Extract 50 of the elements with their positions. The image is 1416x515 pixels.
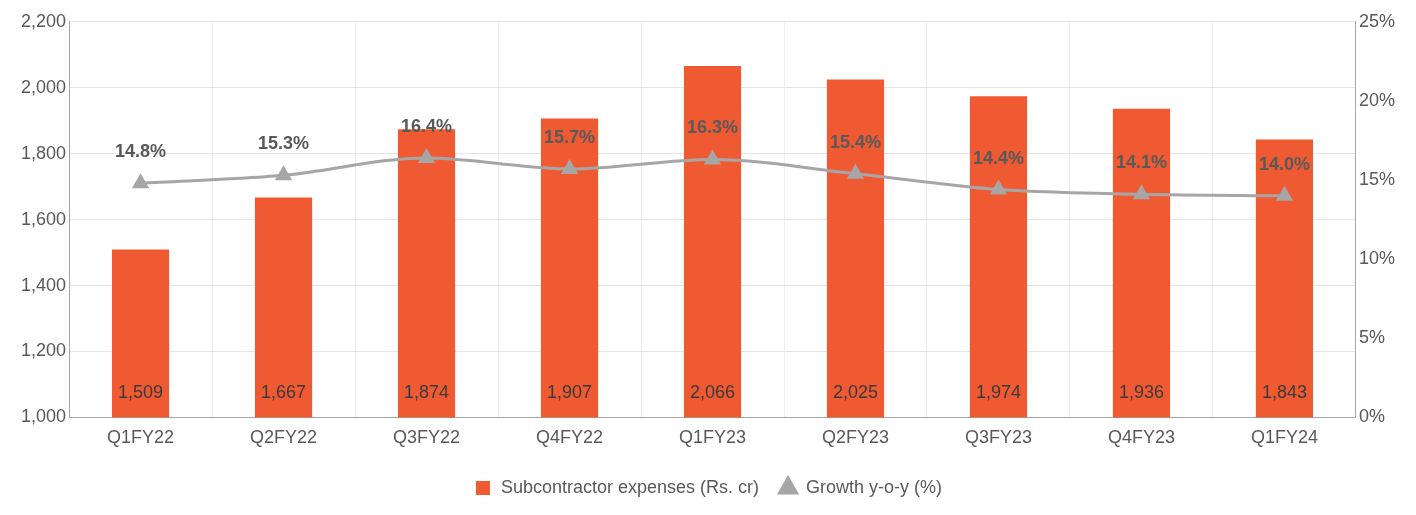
y-tick-label: 1,600 bbox=[21, 208, 67, 229]
data-label: 1,907 bbox=[546, 382, 593, 403]
y2-tick-label: 10% bbox=[1358, 248, 1395, 269]
data-label: 1,843 bbox=[1261, 382, 1307, 403]
point bbox=[418, 149, 435, 163]
legend-label: Subcontractor expenses (Rs. cr) bbox=[500, 476, 760, 497]
data-label: 14.8% bbox=[115, 141, 167, 162]
data-label: 1,667 bbox=[261, 382, 307, 403]
y-tick-label: 2,000 bbox=[21, 76, 67, 97]
data-label: 2,025 bbox=[832, 382, 879, 403]
x-tick-label: Q4FY23 bbox=[1107, 427, 1176, 448]
y2-tick-label: 25% bbox=[1358, 10, 1395, 31]
data-label: 1,874 bbox=[404, 382, 450, 403]
data-label: 16.3% bbox=[686, 117, 739, 138]
point bbox=[847, 165, 864, 179]
point bbox=[990, 181, 1007, 195]
legend-label: Growth y-o-y (%) bbox=[806, 476, 943, 497]
x-tick-label: Q3FY23 bbox=[964, 427, 1033, 448]
x-tick-label: Q2FY22 bbox=[250, 427, 318, 448]
data-label: 1,936 bbox=[1118, 382, 1165, 403]
data-label: 14.0% bbox=[1258, 153, 1310, 174]
point bbox=[275, 166, 292, 181]
x-tick-label: Q1FY23 bbox=[678, 427, 747, 448]
point bbox=[1133, 185, 1150, 200]
data-label: 14.4% bbox=[972, 147, 1025, 168]
y2-tick-label: 15% bbox=[1358, 169, 1395, 190]
data-label: 15.3% bbox=[258, 133, 310, 154]
y-tick-label: 1,800 bbox=[21, 142, 67, 163]
point bbox=[704, 150, 721, 165]
y2-tick-label: 20% bbox=[1358, 89, 1395, 110]
point bbox=[1276, 187, 1293, 201]
y-tick-label: 1,200 bbox=[21, 340, 67, 361]
x-tick-label: Q2FY23 bbox=[821, 427, 890, 448]
x-tick-label: Q1FY24 bbox=[1250, 427, 1318, 448]
data-label: 15.4% bbox=[829, 131, 882, 152]
y-tick-label: 2,200 bbox=[21, 10, 67, 31]
y2-tick-label: 5% bbox=[1358, 327, 1385, 348]
y-tick-label: 1,400 bbox=[21, 274, 67, 295]
data-label: 1,974 bbox=[975, 382, 1022, 403]
data-label: 14.1% bbox=[1115, 152, 1168, 173]
y2-tick-label: 0% bbox=[1358, 406, 1385, 427]
x-tick-label: Q4FY22 bbox=[535, 427, 604, 448]
x-tick-label: Q1FY22 bbox=[107, 427, 175, 448]
point bbox=[132, 174, 149, 189]
data-label: 15.7% bbox=[543, 126, 596, 147]
x-tick-label: Q3FY22 bbox=[393, 427, 461, 448]
point bbox=[561, 160, 578, 174]
data-label: 2,066 bbox=[689, 382, 736, 403]
y-tick-label: 1,000 bbox=[21, 406, 67, 427]
data-label: 1,509 bbox=[118, 382, 164, 403]
